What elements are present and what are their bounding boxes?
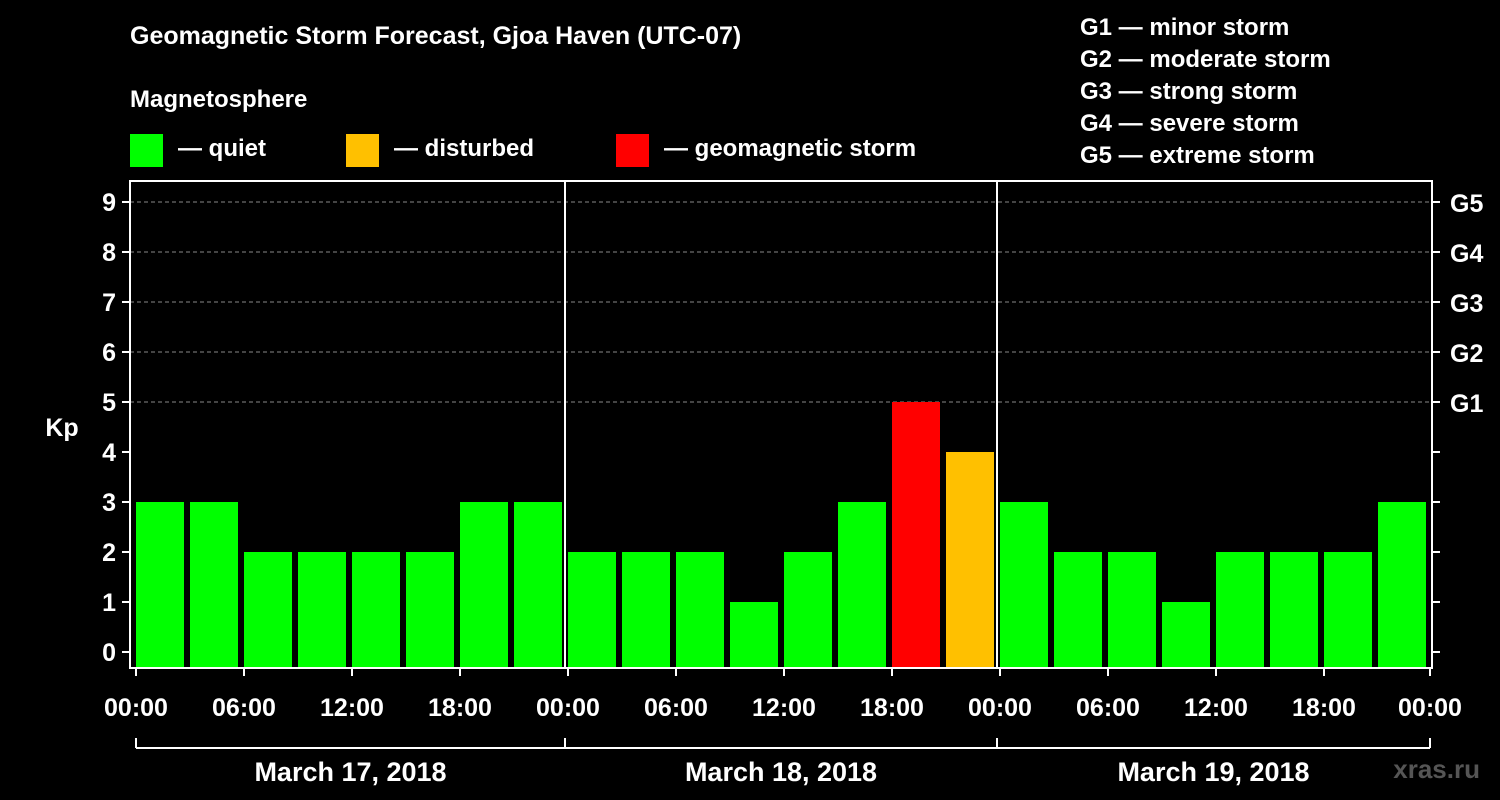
legend-label-storm: — geomagnetic storm xyxy=(664,135,917,162)
x-tick-label: 00:00 xyxy=(1398,694,1462,722)
kp-bar xyxy=(622,552,670,668)
kp-bar xyxy=(1162,602,1210,668)
kp-bar xyxy=(946,452,994,668)
x-tick-label: 18:00 xyxy=(428,694,492,722)
g-level-g1: G1 — minor storm xyxy=(1080,14,1290,41)
kp-bar xyxy=(1108,552,1156,668)
kp-bar xyxy=(352,552,400,668)
kp-bar xyxy=(514,502,562,668)
kp-bar xyxy=(838,502,886,668)
x-tick-label: 12:00 xyxy=(752,694,816,722)
y-tick-label: 6 xyxy=(102,339,116,367)
legend-swatch-disturbed xyxy=(346,134,379,167)
g-level-g5: G5 — extreme storm xyxy=(1080,142,1315,169)
kp-bar xyxy=(892,402,940,668)
kp-bar xyxy=(1270,552,1318,668)
legend-swatch-quiet xyxy=(130,134,163,167)
x-tick-label: 18:00 xyxy=(860,694,924,722)
y-tick-label: 2 xyxy=(102,539,116,567)
x-tick-label: 06:00 xyxy=(1076,694,1140,722)
plot-frame xyxy=(129,180,1433,669)
g-level-g2: G2 — moderate storm xyxy=(1080,46,1331,73)
kp-bar xyxy=(784,552,832,668)
date-label: March 18, 2018 xyxy=(685,757,877,787)
kp-bar xyxy=(298,552,346,668)
kp-bar xyxy=(244,552,292,668)
legend-label-quiet: — quiet xyxy=(178,135,266,162)
date-label: March 17, 2018 xyxy=(254,757,446,787)
x-tick-label: 12:00 xyxy=(1184,694,1248,722)
x-tick-label: 00:00 xyxy=(968,694,1032,722)
g-scale-label: G3 xyxy=(1450,290,1483,318)
x-tick-label: 18:00 xyxy=(1292,694,1356,722)
kp-bar xyxy=(568,552,616,668)
g-level-g3: G3 — strong storm xyxy=(1080,78,1298,105)
y-tick-label: 9 xyxy=(102,189,116,217)
y-tick-label: 3 xyxy=(102,489,116,517)
kp-bar xyxy=(1000,502,1048,668)
bar-group xyxy=(136,402,1480,668)
kp-bar xyxy=(136,502,184,668)
g-scale-label: G1 xyxy=(1450,390,1483,418)
x-tick-label: 06:00 xyxy=(212,694,276,722)
x-tick-label: 06:00 xyxy=(644,694,708,722)
y-tick-label: 4 xyxy=(102,439,116,467)
kp-bar xyxy=(1432,552,1480,668)
kp-bar xyxy=(406,552,454,668)
y-tick-label: 0 xyxy=(102,639,116,667)
g-scale-label: G4 xyxy=(1450,240,1483,268)
g-level-g4: G4 — severe storm xyxy=(1080,110,1299,137)
legend-label-disturbed: — disturbed xyxy=(394,135,535,162)
x-tick-label: 12:00 xyxy=(320,694,384,722)
date-label: March 19, 2018 xyxy=(1117,757,1309,787)
kp-bar xyxy=(460,502,508,668)
y-tick-label: 8 xyxy=(102,239,116,267)
kp-bar xyxy=(730,602,778,668)
y-tick-label: 1 xyxy=(102,589,116,617)
y-tick-label: 7 xyxy=(102,289,116,317)
g-scale-label: G2 xyxy=(1450,340,1483,368)
watermark: xras.ru xyxy=(1393,754,1480,784)
legend-heading: Magnetosphere xyxy=(130,86,308,113)
kp-bar xyxy=(676,552,724,668)
chart-title: Geomagnetic Storm Forecast, Gjoa Haven (… xyxy=(130,22,742,50)
x-tick-label: 00:00 xyxy=(536,694,600,722)
x-tick-label: 00:00 xyxy=(104,694,168,722)
g-scale-label: G5 xyxy=(1450,190,1483,218)
y-tick-label: 5 xyxy=(102,389,116,417)
legend-swatch-storm xyxy=(616,134,649,167)
kp-bar xyxy=(1324,552,1372,668)
kp-bar xyxy=(190,502,238,668)
y-axis-label: Kp xyxy=(45,414,78,442)
kp-bar xyxy=(1054,552,1102,668)
kp-bar xyxy=(1378,502,1426,668)
kp-bar xyxy=(1216,552,1264,668)
